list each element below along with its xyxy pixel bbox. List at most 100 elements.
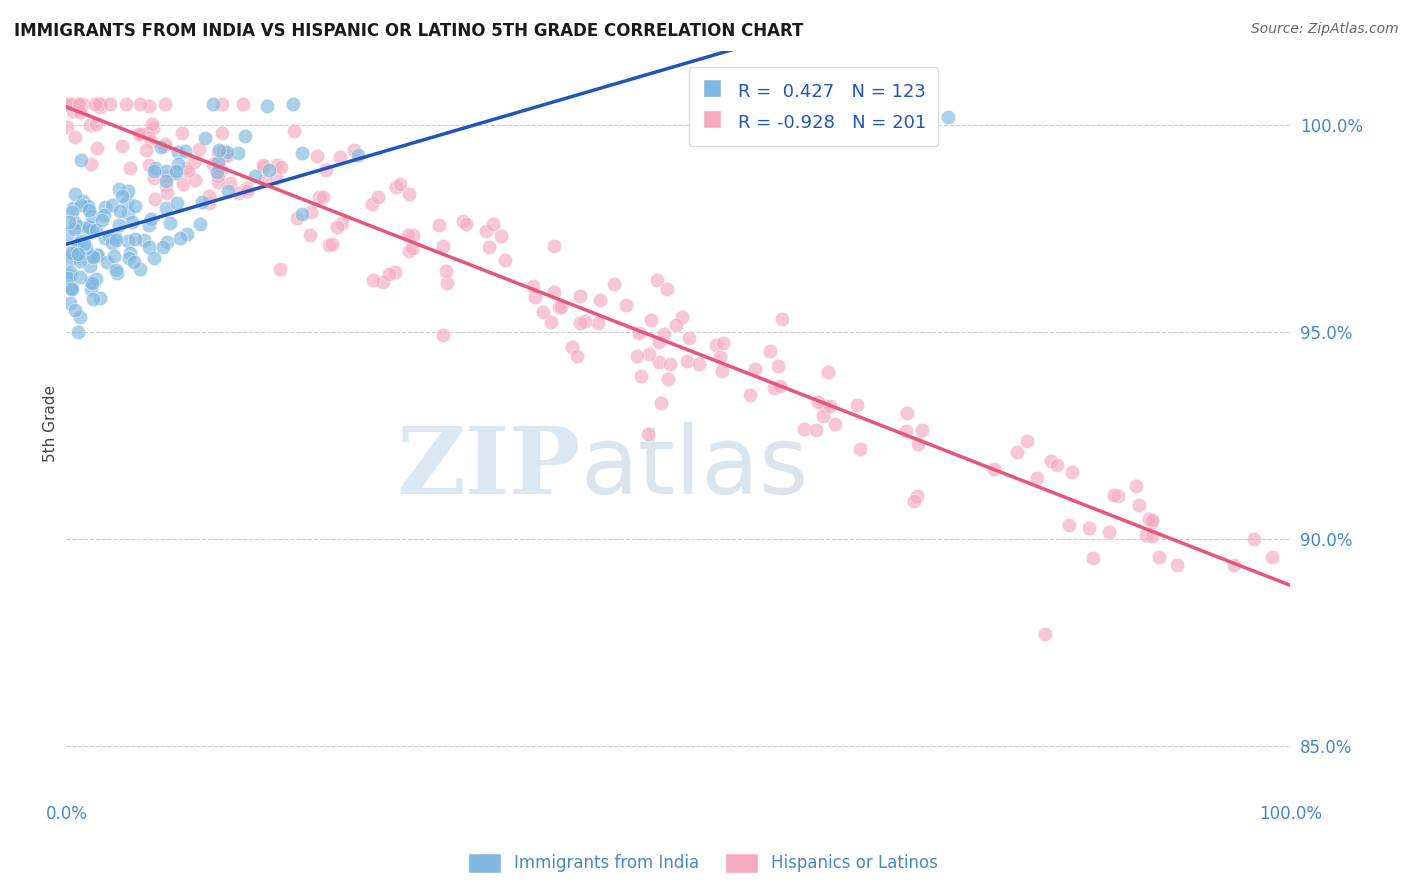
Point xyxy=(128,262,150,277)
Point xyxy=(219,177,242,191)
Point xyxy=(65,97,87,112)
Point xyxy=(63,222,86,236)
Point xyxy=(711,335,734,350)
Point xyxy=(547,300,569,314)
Point xyxy=(1102,488,1125,502)
Point xyxy=(637,426,659,441)
Point xyxy=(347,147,370,161)
Point xyxy=(174,145,197,159)
Point xyxy=(70,153,93,167)
Point xyxy=(217,184,239,198)
Point xyxy=(69,248,91,262)
Point xyxy=(813,399,835,413)
Point xyxy=(236,184,259,198)
Point xyxy=(155,202,177,216)
Point xyxy=(1077,521,1099,535)
Point xyxy=(156,169,179,183)
Point xyxy=(165,166,187,180)
Point xyxy=(1025,471,1047,485)
Point xyxy=(256,98,278,112)
Point xyxy=(665,318,688,332)
Point xyxy=(482,217,505,231)
Point xyxy=(69,310,91,325)
Point xyxy=(402,228,425,243)
Point xyxy=(150,139,173,153)
Point xyxy=(245,169,267,184)
Point xyxy=(82,250,104,264)
Point xyxy=(58,265,80,279)
Point xyxy=(1057,517,1080,532)
Point xyxy=(101,198,124,212)
Point xyxy=(343,144,366,158)
Point xyxy=(86,140,108,154)
Point xyxy=(103,249,125,263)
Point xyxy=(67,219,90,234)
Text: atlas: atlas xyxy=(581,422,808,514)
Point xyxy=(211,126,233,140)
Point xyxy=(138,98,160,112)
Point xyxy=(67,247,90,261)
Point xyxy=(208,159,231,173)
Point xyxy=(232,97,254,112)
Point xyxy=(207,146,229,161)
Point xyxy=(709,350,731,364)
Point xyxy=(60,245,83,260)
Point xyxy=(70,235,93,249)
Point xyxy=(215,148,238,162)
Point xyxy=(89,100,111,114)
Point xyxy=(165,164,187,178)
Point xyxy=(384,265,406,279)
Point xyxy=(253,160,276,174)
Point xyxy=(142,121,165,136)
Point xyxy=(91,212,114,227)
Point xyxy=(66,325,89,339)
Point xyxy=(128,97,150,112)
Point xyxy=(363,272,385,286)
Point xyxy=(98,97,121,112)
Point xyxy=(1223,558,1246,572)
Point xyxy=(89,97,111,112)
Point xyxy=(1128,498,1150,512)
Point xyxy=(657,372,679,386)
Point xyxy=(77,220,100,235)
Point xyxy=(69,253,91,268)
Point xyxy=(155,163,177,178)
Point xyxy=(659,357,682,371)
Point xyxy=(432,238,454,252)
Point xyxy=(63,186,86,201)
Point xyxy=(312,189,335,203)
Point xyxy=(543,238,565,252)
Point xyxy=(93,208,115,222)
Point xyxy=(704,338,727,352)
Point xyxy=(1135,528,1157,542)
Point xyxy=(118,251,141,265)
Point xyxy=(76,199,98,213)
Point xyxy=(427,218,450,232)
Point xyxy=(568,316,591,330)
Point xyxy=(1017,434,1039,449)
Point xyxy=(89,97,111,112)
Point xyxy=(153,139,176,153)
Point xyxy=(143,170,166,185)
Point xyxy=(65,130,87,145)
Point xyxy=(630,369,652,384)
Point xyxy=(63,302,86,317)
Point xyxy=(79,259,101,273)
Point xyxy=(652,327,675,342)
Point xyxy=(107,218,129,232)
Point xyxy=(589,293,612,307)
Point xyxy=(118,161,141,175)
Point xyxy=(143,251,166,265)
Point xyxy=(983,462,1005,476)
Point xyxy=(264,171,287,186)
Point xyxy=(648,335,671,350)
Point xyxy=(285,211,308,225)
Point xyxy=(80,282,103,296)
Point xyxy=(291,207,314,221)
Point xyxy=(299,205,322,219)
Point xyxy=(115,194,138,209)
Point xyxy=(59,296,82,310)
Point xyxy=(138,240,160,254)
Point xyxy=(252,158,274,172)
Point xyxy=(378,267,401,281)
